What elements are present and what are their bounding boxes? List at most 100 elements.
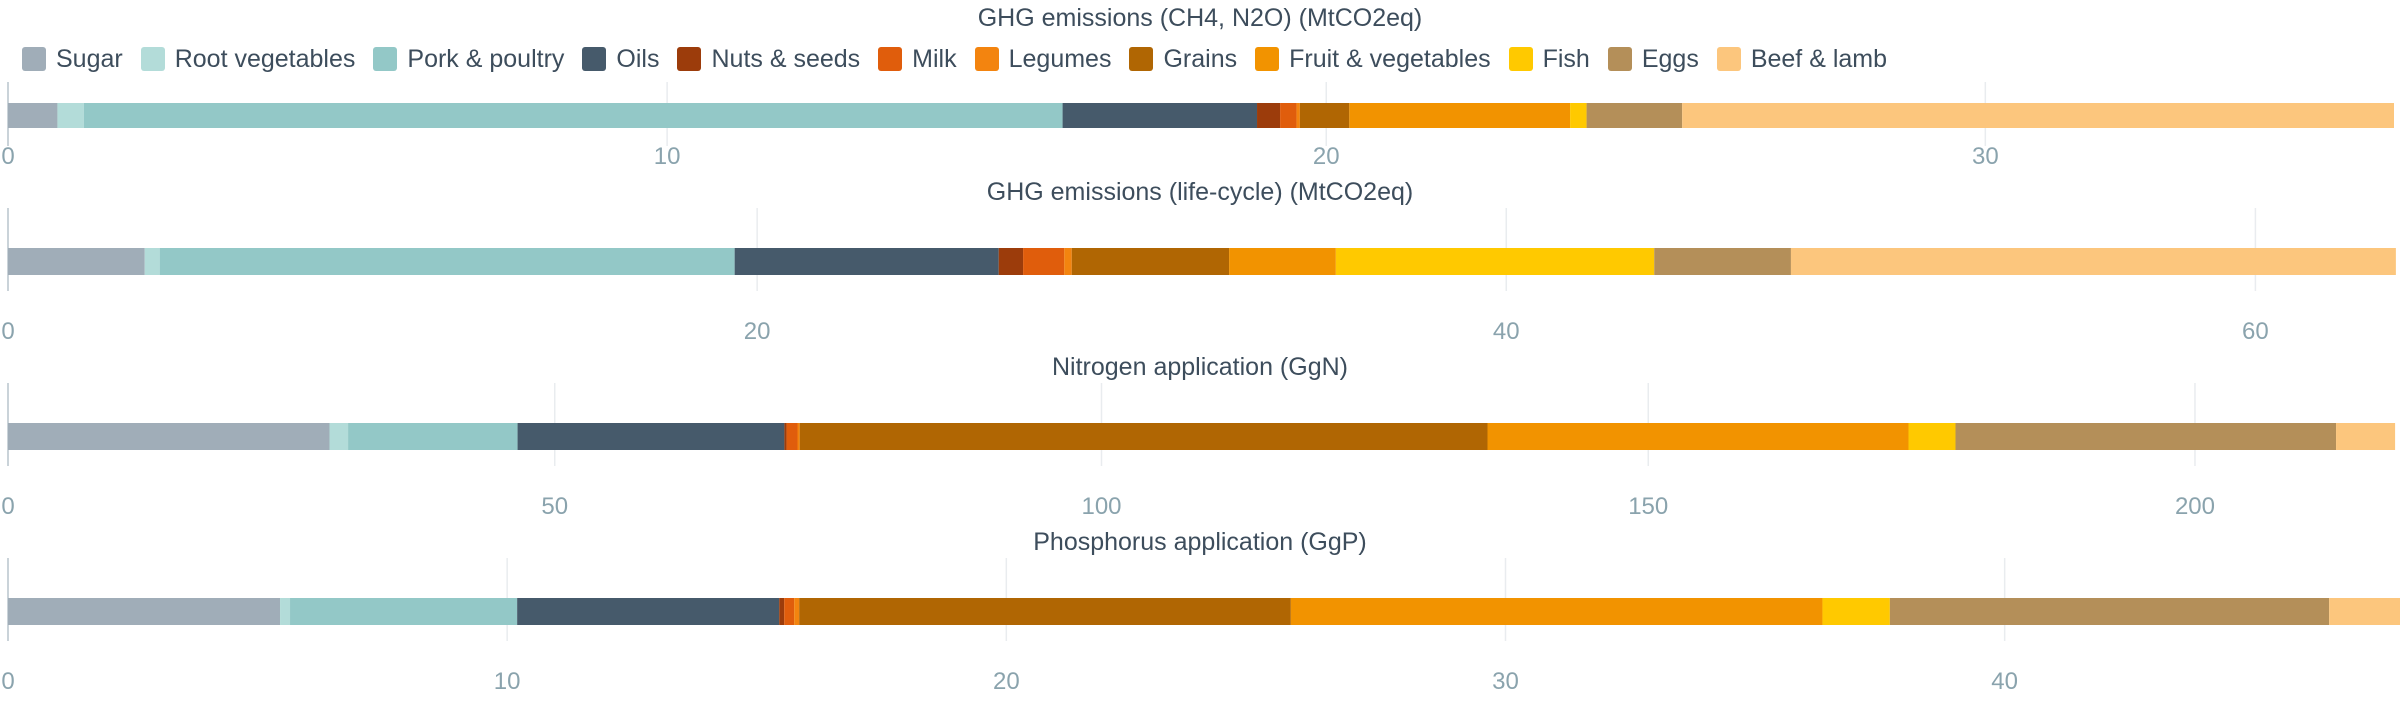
- bar-segment[interactable]: [2329, 598, 2400, 625]
- bar-segment[interactable]: [779, 598, 785, 625]
- panel-title: GHG emissions (life-cycle) (MtCO2eq): [987, 178, 1413, 206]
- legend-swatch: [1129, 47, 1154, 71]
- x-tick-label: 10: [654, 143, 681, 170]
- bar-segment[interactable]: [1682, 103, 2394, 128]
- legend-label: Milk: [912, 45, 957, 73]
- bar-segment[interactable]: [734, 248, 999, 275]
- bar-segment[interactable]: [1064, 248, 1072, 275]
- legend-item[interactable]: Legumes: [974, 42, 1111, 76]
- legend-label: Fruit & vegetables: [1289, 45, 1491, 73]
- legend-item[interactable]: Fruit & vegetables: [1255, 42, 1491, 76]
- legend-swatch: [1716, 47, 1741, 71]
- legend-label: Oils: [616, 45, 660, 73]
- bar-segment[interactable]: [8, 103, 58, 128]
- legend-swatch: [373, 47, 398, 71]
- legend-item[interactable]: Oils: [582, 42, 659, 76]
- legend-swatch: [140, 47, 165, 71]
- bar-segment[interactable]: [1487, 423, 1909, 450]
- bar-segment[interactable]: [1257, 103, 1281, 128]
- bar-segment[interactable]: [2336, 423, 2396, 450]
- legend-swatch: [1255, 47, 1280, 71]
- bar-segment[interactable]: [1790, 248, 2396, 275]
- bar-segment[interactable]: [797, 423, 800, 450]
- bar-segment[interactable]: [290, 598, 518, 625]
- bar-segment[interactable]: [786, 423, 798, 450]
- bar-segment[interactable]: [1062, 103, 1258, 128]
- legend-label: Sugar: [56, 45, 123, 73]
- legend-item[interactable]: Grains: [1129, 42, 1237, 76]
- bar-segment[interactable]: [799, 598, 1291, 625]
- panel-title: Phosphorus application (GgP): [1033, 528, 1367, 556]
- bar-segment[interactable]: [57, 103, 84, 128]
- bar-segment[interactable]: [1822, 598, 1890, 625]
- bar-segment[interactable]: [794, 598, 800, 625]
- bar-segment[interactable]: [1229, 248, 1336, 275]
- bar-segment[interactable]: [1290, 598, 1823, 625]
- bar-segment[interactable]: [329, 423, 349, 450]
- bar-segment[interactable]: [1296, 103, 1300, 128]
- bar-segment[interactable]: [8, 248, 145, 275]
- legend-label: Grains: [1163, 45, 1238, 73]
- x-tick-label: 10: [494, 668, 521, 695]
- x-tick-label: 30: [1972, 143, 1999, 170]
- legend-item[interactable]: Eggs: [1607, 42, 1699, 76]
- x-tick-label: 20: [744, 318, 771, 345]
- bar-segment[interactable]: [1299, 103, 1350, 128]
- bar-segment[interactable]: [1280, 103, 1297, 128]
- bar-segment[interactable]: [1889, 598, 2330, 625]
- legend-item[interactable]: Root vegetables: [140, 42, 356, 76]
- legend-swatch: [677, 47, 702, 71]
- bar-segment[interactable]: [83, 103, 1063, 128]
- legend-item[interactable]: Sugar: [22, 42, 123, 76]
- x-tick-label: 200: [2175, 493, 2215, 520]
- bar-segment[interactable]: [348, 423, 518, 450]
- x-tick-label: 20: [993, 668, 1020, 695]
- bar-segment[interactable]: [1071, 248, 1230, 275]
- x-tick-label: 60: [2242, 318, 2269, 345]
- bar-segment[interactable]: [799, 423, 1488, 450]
- bar-segment[interactable]: [144, 248, 160, 275]
- panel-title: Nitrogen application (GgN): [1052, 353, 1348, 381]
- x-tick-label: 0: [1, 318, 14, 345]
- legend-swatch: [1508, 47, 1533, 71]
- legend-item[interactable]: Pork & poultry: [373, 42, 564, 76]
- bar-segment[interactable]: [280, 598, 291, 625]
- bar-segment[interactable]: [1654, 248, 1791, 275]
- x-tick-label: 20: [1313, 143, 1340, 170]
- x-tick-label: 100: [1081, 493, 1121, 520]
- x-tick-label: 0: [1, 143, 14, 170]
- panel-title: GHG emissions (CH4, N2O) (MtCO2eq): [978, 4, 1423, 32]
- legend-label: Root vegetables: [174, 45, 356, 73]
- bar-segment[interactable]: [784, 598, 795, 625]
- bar-segment[interactable]: [1570, 103, 1587, 128]
- x-tick-label: 150: [1628, 493, 1668, 520]
- bar-segment[interactable]: [998, 248, 1024, 275]
- bar-segment[interactable]: [784, 423, 787, 450]
- legend-item[interactable]: Milk: [878, 42, 957, 76]
- legend-item[interactable]: Beef & lamb: [1716, 42, 1887, 76]
- legend-swatch: [1607, 47, 1632, 71]
- bar-segment[interactable]: [1335, 248, 1655, 275]
- legend: Sugar Root vegetables Pork & poultry Oils Nu…: [22, 42, 1905, 76]
- legend-swatch: [878, 47, 903, 71]
- bar-segment[interactable]: [1023, 248, 1065, 275]
- bar-segment[interactable]: [517, 598, 780, 625]
- legend-item[interactable]: Fish: [1508, 42, 1590, 76]
- legend-swatch: [974, 47, 999, 71]
- bar-segment[interactable]: [517, 423, 785, 450]
- x-tick-label: 40: [1991, 668, 2018, 695]
- legend-swatch: [582, 47, 607, 71]
- bar-segment[interactable]: [8, 423, 330, 450]
- legend-swatch: [22, 47, 46, 71]
- bar-segment[interactable]: [1586, 103, 1683, 128]
- legend-item[interactable]: Nuts & seeds: [677, 42, 860, 76]
- x-tick-label: 0: [1, 493, 14, 520]
- bar-segment[interactable]: [1955, 423, 2337, 450]
- bar-segment[interactable]: [8, 598, 281, 625]
- bar-segment[interactable]: [159, 248, 735, 275]
- bar-segment[interactable]: [1908, 423, 1956, 450]
- bar-segment[interactable]: [1349, 103, 1571, 128]
- x-tick-label: 50: [541, 493, 568, 520]
- legend-label: Pork & poultry: [407, 45, 565, 73]
